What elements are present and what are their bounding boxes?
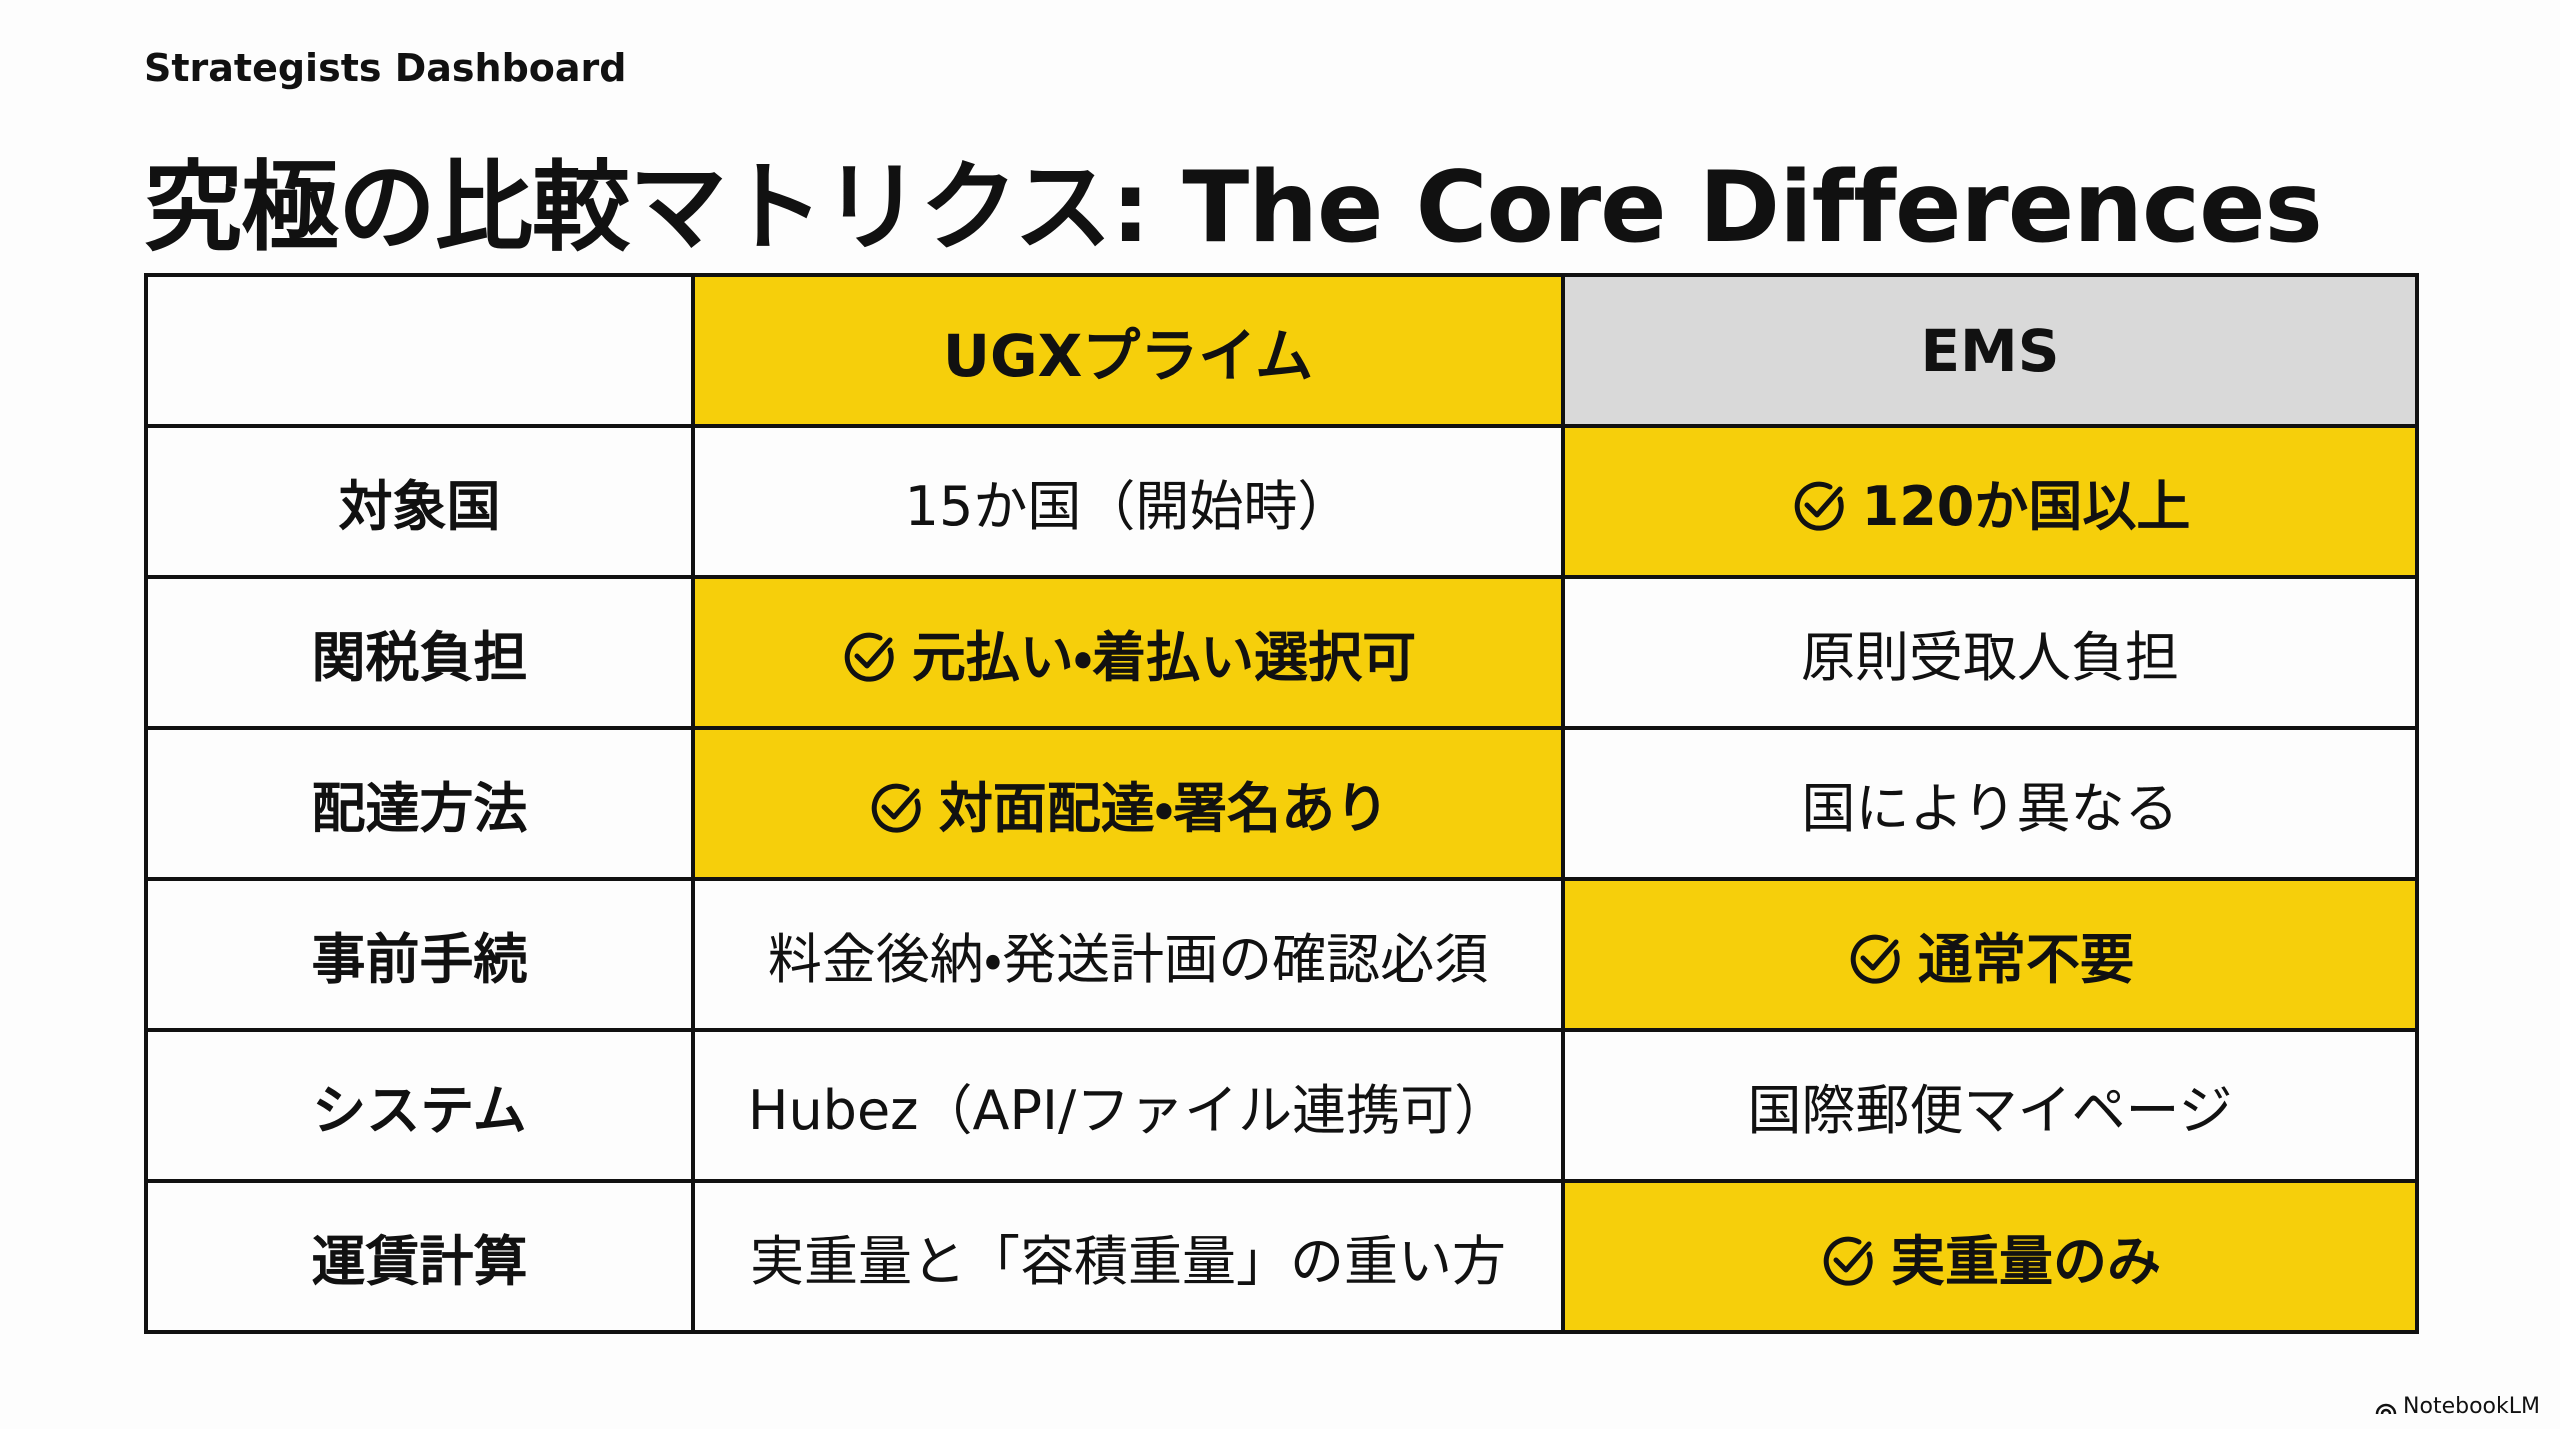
cell-text: 実重量のみ: [1891, 1230, 2161, 1293]
cell-text: 15か国（開始時）: [904, 475, 1352, 538]
header-row: UGXプライム EMS: [144, 273, 2419, 428]
check-icon: [1850, 934, 1900, 984]
row-label: 関税負担: [144, 575, 695, 730]
cell-text: 料金後納・発送計画の確認必須: [767, 928, 1489, 991]
table-cell: Hubez（API/ファイル連携可）: [691, 1028, 1565, 1183]
table-cell: 料金後納・発送計画の確認必須: [691, 877, 1565, 1032]
table-row: システム Hubez（API/ファイル連携可） 国際郵便マイページ: [144, 1028, 2419, 1183]
table-cell: 原則受取人負担: [1561, 575, 2419, 730]
cell-text: 元払い・着払い選択可: [911, 626, 1417, 689]
cell-text: 通常不要: [1918, 928, 2134, 991]
cell-text: 原則受取人負担: [1801, 626, 2179, 689]
corner-cell: [144, 273, 695, 428]
check-icon: [1823, 1236, 1873, 1286]
table-row: 対象国 15か国（開始時） 120か国以上: [144, 424, 2419, 579]
cell-text: 120か国以上: [1861, 475, 2191, 538]
table-cell: 15か国（開始時）: [691, 424, 1565, 579]
row-label: 運賃計算: [144, 1179, 695, 1334]
cell-text: 対面配達・署名あり: [938, 777, 1390, 840]
table-cell: 120か国以上: [1561, 424, 2419, 579]
cell-text: 国際郵便マイページ: [1747, 1079, 2233, 1142]
table-cell: 実重量のみ: [1561, 1179, 2419, 1334]
footer-label: NotebookLM: [2403, 1394, 2540, 1419]
column-header: UGXプライム: [691, 273, 1565, 428]
table-cell: 実重量と「容積重量」の重い方: [691, 1179, 1565, 1334]
table-row: 配達方法 対面配達・署名あり 国により異なる: [144, 726, 2419, 881]
table-cell: 国際郵便マイページ: [1561, 1028, 2419, 1183]
check-icon: [871, 783, 921, 833]
brand: Strategists Dashboard: [144, 46, 627, 90]
row-label: 配達方法: [144, 726, 695, 881]
cell-text: 実重量と「容積重量」の重い方: [750, 1230, 1506, 1293]
column-header: EMS: [1561, 273, 2419, 428]
check-icon: [844, 632, 894, 682]
table-cell: 元払い・着払い選択可: [691, 575, 1565, 730]
column-header-text: UGXプライム: [942, 321, 1314, 390]
table-row: 関税負担 元払い・着払い選択可 原則受取人負担: [144, 575, 2419, 730]
footer: NotebookLM: [2375, 1394, 2540, 1419]
table-cell: 対面配達・署名あり: [691, 726, 1565, 881]
table-cell: 通常不要: [1561, 877, 2419, 1032]
cell-text: 国により異なる: [1801, 777, 2179, 840]
column-header-text: EMS: [1920, 316, 2060, 385]
logo-icon: [2375, 1403, 2397, 1414]
row-label: 事前手続: [144, 877, 695, 1032]
row-label: 対象国: [144, 424, 695, 579]
table-row: 運賃計算 実重量と「容積重量」の重い方 実重量のみ: [144, 1179, 2419, 1334]
table-row: 事前手続 料金後納・発送計画の確認必須 通常不要: [144, 877, 2419, 1032]
comparison-table: UGXプライム EMS 対象国 15か国（開始時） 120か国以上関税負担 元払い・着払…: [144, 273, 2419, 1334]
check-icon: [1794, 481, 1844, 531]
cell-text: Hubez（API/ファイル連携可）: [747, 1079, 1509, 1142]
row-label: システム: [144, 1028, 695, 1183]
page-title: 究極の比較マトリクス: The Core Differences: [144, 151, 2323, 265]
table-cell: 国により異なる: [1561, 726, 2419, 881]
